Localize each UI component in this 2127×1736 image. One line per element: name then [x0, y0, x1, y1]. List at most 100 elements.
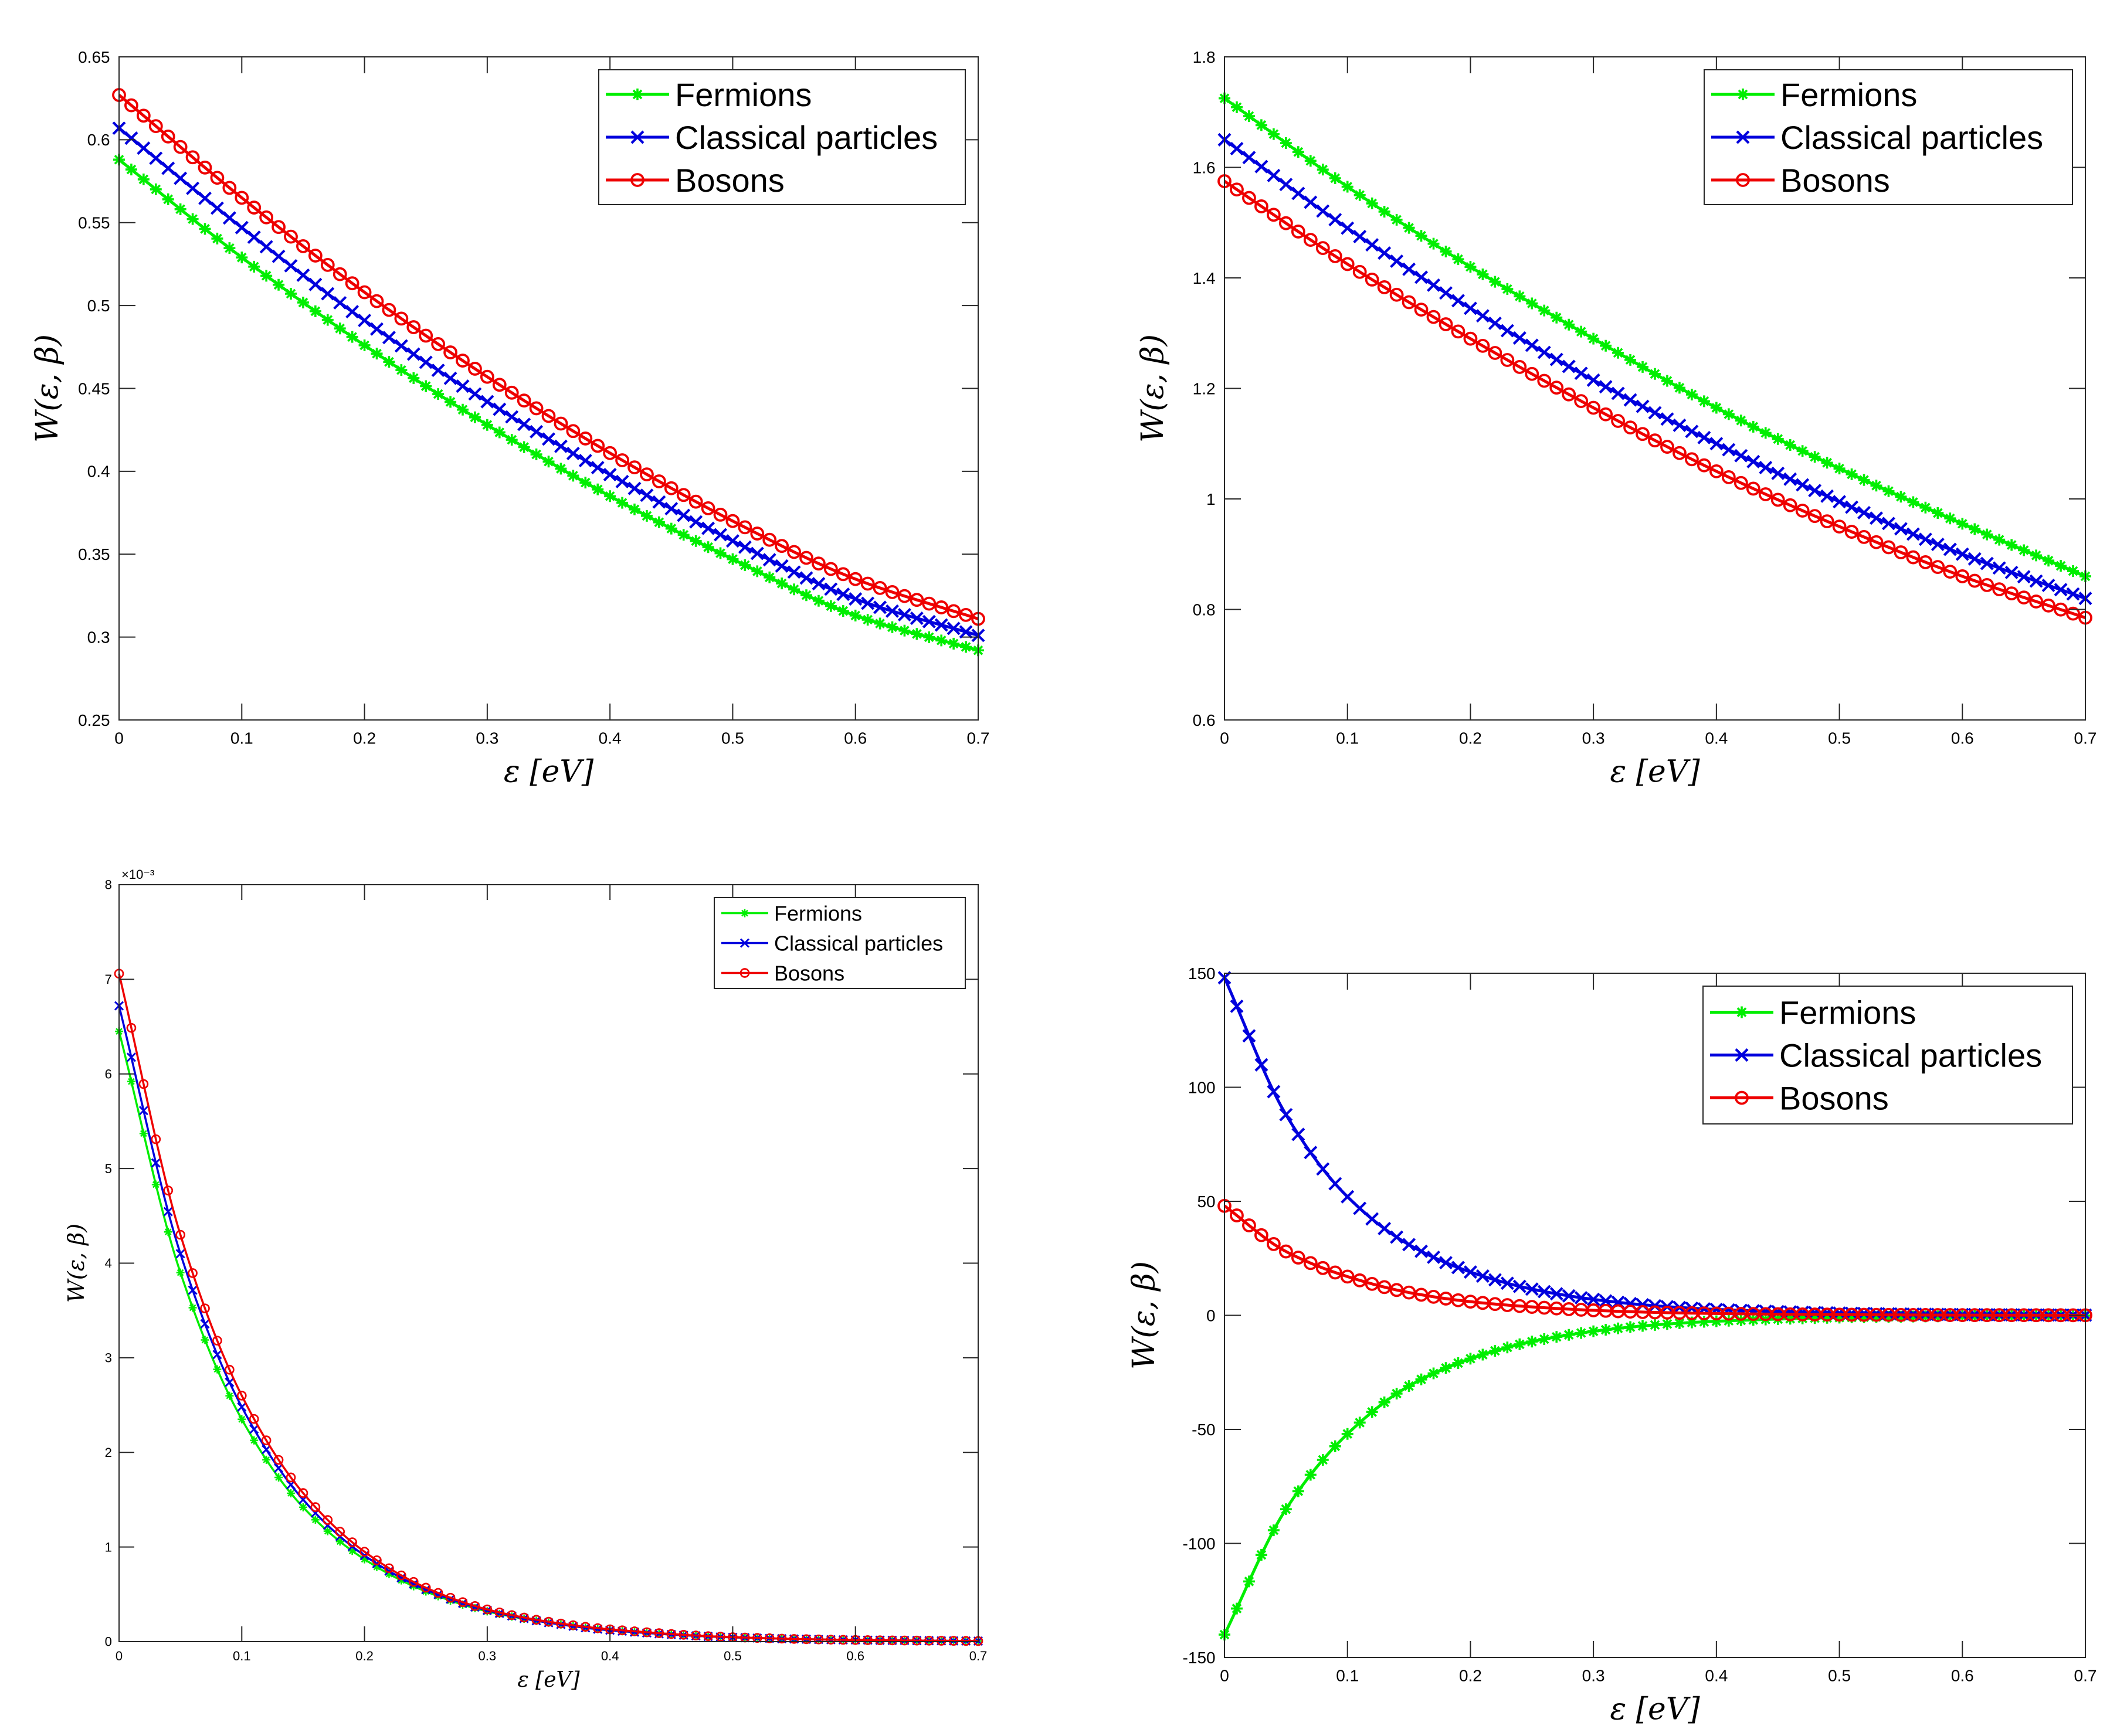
data-point-bosons [494, 1607, 505, 1618]
data-point-classical [1955, 547, 1969, 561]
data-point-bosons [897, 589, 912, 603]
data-point-classical [1857, 505, 1871, 519]
legend-item-classical: Classical particles [1711, 119, 2043, 156]
data-point-classical [396, 1573, 406, 1583]
legend-marker-classical [1735, 1048, 1749, 1062]
data-point-fermions [1403, 222, 1415, 234]
data-point-bosons [198, 160, 212, 175]
data-point-fermions [309, 305, 321, 317]
data-point-fermions [360, 1555, 369, 1564]
data-point-classical [198, 191, 212, 205]
data-point-fermions [1452, 1357, 1464, 1369]
data-point-fermions [1477, 268, 1489, 280]
data-point-bosons [1303, 1256, 1318, 1270]
data-point-fermions [225, 1391, 234, 1400]
data-point-bosons [175, 1229, 185, 1240]
data-point-classical [1365, 238, 1379, 252]
data-point-fermions [1341, 181, 1353, 193]
data-point-fermions [1390, 213, 1403, 226]
data-point-bosons [1734, 475, 1748, 490]
data-point-bosons [887, 1635, 897, 1646]
data-point-fermions [1489, 276, 1501, 288]
data-point-bosons [1918, 555, 1933, 569]
data-point-bosons [1549, 381, 1564, 395]
data-point-bosons [345, 276, 359, 291]
data-point-classical [1500, 1276, 1514, 1290]
data-point-bosons [713, 508, 728, 522]
data-point-fermions [1981, 528, 1993, 541]
data-point-bosons [1673, 446, 1687, 460]
data-point-fermions [2030, 549, 2043, 562]
data-point-fermions [764, 571, 776, 583]
data-point-fermions [1895, 1310, 1907, 1323]
data-point-bosons [1266, 1237, 1281, 1251]
data-point-classical [1279, 178, 1293, 192]
legend-marker-classical [630, 130, 644, 144]
data-point-classical [259, 240, 273, 254]
data-point-bosons [1894, 545, 1908, 559]
data-point-classical [738, 540, 752, 554]
data-point-fermions [348, 1547, 357, 1555]
data-point-bosons [1291, 1251, 1305, 1265]
y-tick-label: 4 [105, 1256, 112, 1270]
data-point-fermions [2043, 555, 2055, 567]
data-point-fermions [176, 1268, 185, 1277]
data-point-fermions [1415, 1373, 1427, 1385]
data-point-fermions [1637, 1320, 1649, 1332]
x-tick-label: 0.5 [721, 729, 744, 748]
data-point-fermions [1796, 1312, 1809, 1324]
data-point-classical [1722, 443, 1736, 457]
y-tick-label: -150 [1183, 1649, 1216, 1667]
data-point-classical [1894, 522, 1908, 536]
data-point-fermions [1612, 346, 1624, 359]
data-point-fermions [1317, 164, 1329, 176]
data-point-bosons [1820, 514, 1834, 529]
y-tick-label: 0 [1206, 1306, 1216, 1324]
data-point-classical [1870, 511, 1883, 525]
data-point-bosons [910, 593, 924, 607]
data-point-classical [308, 277, 323, 291]
data-point-classical [1771, 466, 1785, 480]
data-point-bosons [1537, 373, 1552, 388]
data-point-classical [200, 1319, 210, 1329]
data-point-bosons [775, 539, 789, 553]
data-point-fermions [1882, 485, 1895, 497]
data-point-classical [603, 468, 617, 482]
data-point-classical [1833, 495, 1847, 509]
data-point-fermions [262, 1455, 271, 1464]
data-point-fermions [1280, 1503, 1292, 1516]
data-point-fermions [335, 1537, 344, 1546]
data-point-classical [212, 1350, 222, 1360]
data-point-bosons [1340, 257, 1355, 271]
data-point-classical [161, 161, 175, 175]
series-line-bosons [1223, 1204, 2085, 1317]
data-point-bosons [1328, 1265, 1342, 1280]
data-point-fermions [1649, 1319, 1661, 1331]
data-point-bosons [333, 267, 347, 281]
data-point-bosons [1254, 1228, 1268, 1242]
data-point-bosons [591, 439, 605, 453]
y-tick-label: 2 [105, 1445, 112, 1460]
data-point-fermions [788, 583, 800, 596]
x-tick-label: 0 [114, 729, 124, 748]
data-point-bosons [1315, 241, 1330, 256]
data-point-bosons [148, 119, 163, 133]
data-point-classical [1759, 460, 1773, 474]
data-point-bosons [480, 369, 494, 384]
data-point-classical [1512, 331, 1526, 345]
data-point-bosons [1636, 427, 1650, 441]
data-point-bosons [568, 1620, 578, 1630]
y-tick-label: 0.5 [87, 297, 110, 315]
data-point-bosons [799, 551, 813, 565]
data-point-fermions [506, 434, 518, 446]
x-axis-label: ε [eV] [1610, 755, 1700, 790]
data-point-classical [1378, 1222, 1392, 1235]
data-point-fermions [1993, 534, 2006, 546]
data-point-bosons [394, 311, 409, 326]
data-point-classical [2029, 574, 2043, 588]
data-point-classical [897, 608, 911, 622]
y-tick-label: 0.35 [78, 545, 110, 563]
data-point-fermions [1575, 1327, 1587, 1339]
data-point-fermions [248, 260, 260, 273]
data-point-fermions [285, 287, 297, 300]
